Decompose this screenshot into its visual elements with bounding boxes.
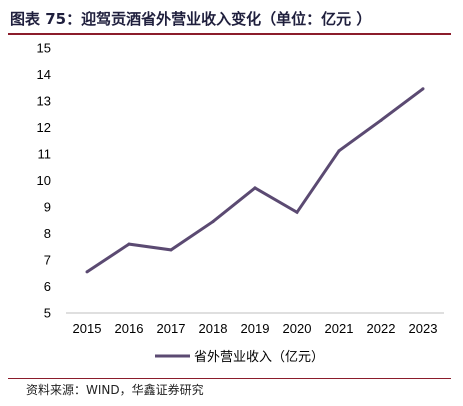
y-tick-label: 12	[37, 120, 51, 135]
x-axis-ticks: 2015 2016 2017 2018 2019 2020 2021 2022 2023	[73, 321, 438, 336]
data-point	[85, 270, 89, 274]
legend-label: 省外营业收入（亿元）	[194, 350, 324, 365]
data-point	[295, 210, 299, 214]
y-tick-label: 7	[44, 253, 51, 268]
y-tick-label: 14	[37, 67, 51, 82]
x-tick-label: 2020	[283, 321, 312, 336]
data-point	[253, 186, 257, 190]
x-tick-label: 2022	[367, 321, 396, 336]
y-axis-ticks: 5 6 7 8 9 10 11 12 13 14 15	[37, 41, 51, 321]
data-point	[379, 118, 383, 122]
y-tick-label: 11	[38, 147, 52, 162]
series-line	[86, 87, 424, 274]
y-tick-label: 5	[44, 306, 51, 321]
series-points	[85, 87, 425, 274]
data-point	[337, 149, 341, 153]
y-tick-label: 10	[37, 173, 51, 188]
data-point	[169, 248, 173, 252]
source-divider	[8, 378, 451, 379]
x-tick-label: 2016	[115, 321, 144, 336]
x-tick-label: 2023	[409, 321, 438, 336]
y-tick-label: 13	[37, 94, 51, 109]
y-tick-label: 6	[44, 279, 51, 294]
data-point	[211, 220, 215, 224]
y-tick-label: 9	[44, 200, 51, 215]
y-tick-label: 8	[44, 226, 51, 241]
x-tick-label: 2017	[157, 321, 186, 336]
x-tick-label: 2018	[199, 321, 228, 336]
source-note: 资料来源：WIND，华鑫证券研究	[26, 383, 204, 397]
x-tick-label: 2015	[73, 321, 102, 336]
x-tick-label: 2021	[325, 321, 354, 336]
data-point	[127, 242, 131, 246]
title-divider	[8, 33, 451, 35]
data-point	[421, 87, 425, 91]
x-tick-label: 2019	[241, 321, 270, 336]
legend: 省外营业收入（亿元）	[155, 350, 324, 365]
y-tick-label: 15	[37, 41, 51, 56]
chart-title: 图表 75：迎驾贡酒省外营业收入变化（单位：亿元 ）	[10, 10, 372, 28]
